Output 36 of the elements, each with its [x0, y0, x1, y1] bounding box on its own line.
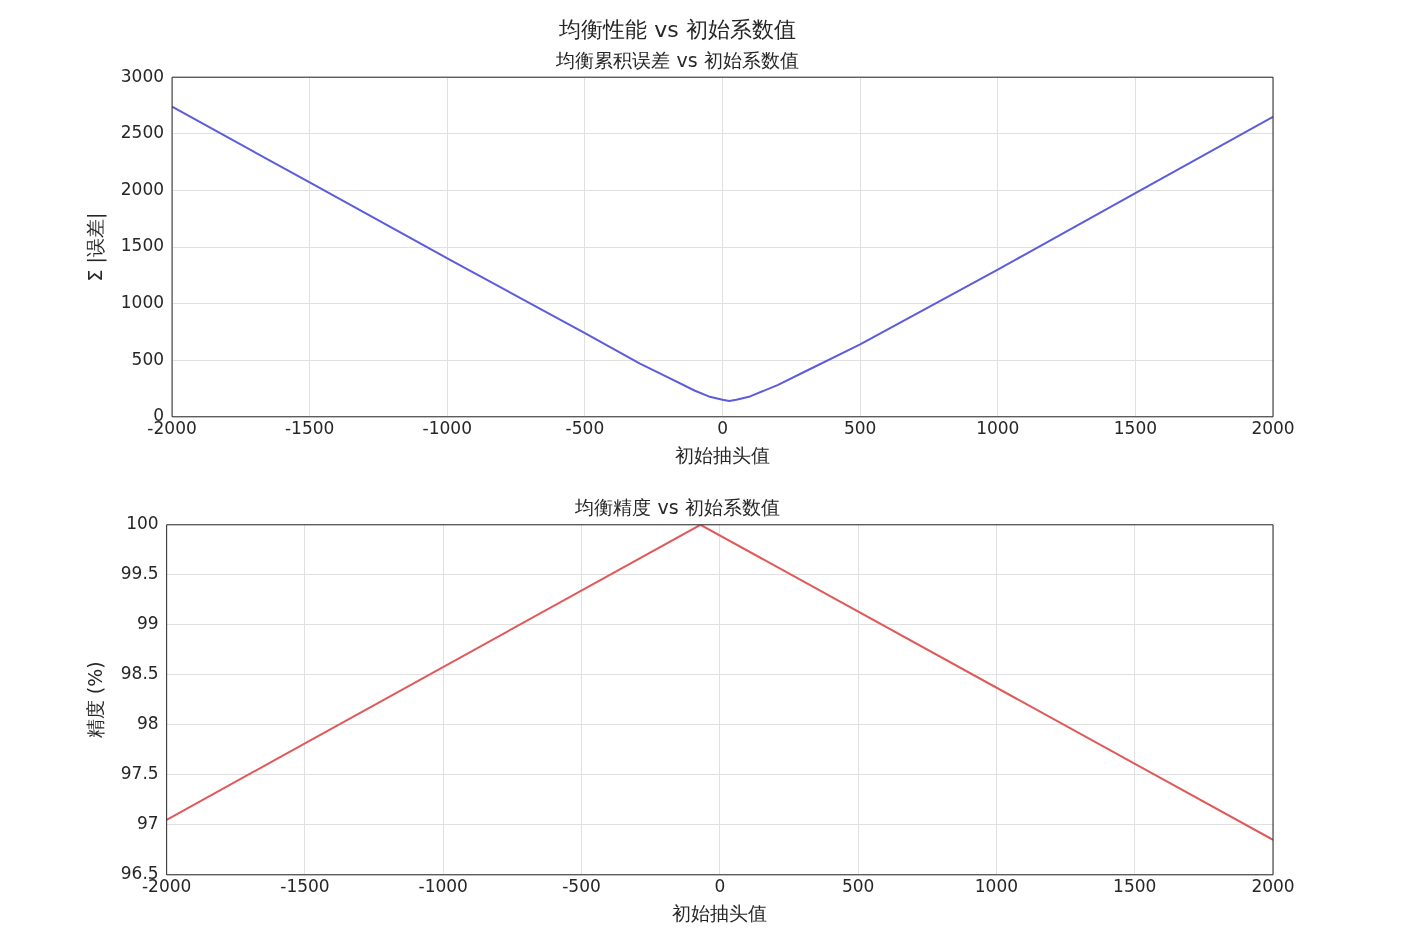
x-tick-label: 500 — [841, 876, 875, 897]
chart-title: 均衡性能 vs 初始系数值 — [558, 16, 796, 42]
x-tick-label: -500 — [565, 418, 605, 439]
y-tick-label: 100 — [126, 513, 159, 534]
x-tick-label: -1500 — [280, 876, 330, 897]
y-tick-label: 2500 — [120, 122, 165, 143]
y-tick-label: 1000 — [120, 292, 165, 313]
x-tick-label: -1000 — [422, 418, 472, 439]
x-tick-label: 1500 — [1113, 876, 1157, 897]
x-tick-label: 500 — [843, 418, 877, 439]
y-tick-label: 98.5 — [120, 663, 159, 684]
y-axis-title: Σ |误差| — [84, 212, 108, 282]
y-tick-label: 500 — [131, 348, 165, 369]
y-tick-label: 99 — [137, 613, 159, 634]
y-tick-label: 99.5 — [120, 563, 159, 584]
chart-title: 均衡精度 vs 初始系数值 — [574, 496, 780, 519]
y-tick-label: 98 — [137, 713, 159, 734]
x-axis-title: 初始抽头值 — [672, 901, 768, 924]
x-tick-label: 0 — [717, 418, 728, 439]
y-tick-label: 3000 — [120, 65, 165, 86]
x-tick-label: -1500 — [284, 418, 335, 439]
chart-subtitle: 均衡累积误差 vs 初始系数值 — [555, 48, 799, 71]
x-tick-label: -500 — [562, 876, 601, 897]
x-tick-label: 2000 — [1251, 418, 1295, 439]
x-tick-label: 0 — [714, 876, 726, 897]
y-axis-title: 精度 (%) — [84, 661, 107, 739]
y-tick-label: 2000 — [120, 178, 165, 199]
y-tick-label: 97 — [137, 813, 159, 834]
x-tick-label: 1000 — [974, 876, 1019, 897]
x-tick-label: 1000 — [976, 418, 1020, 439]
y-tick-label: 97.5 — [120, 763, 159, 784]
x-tick-label: -1000 — [418, 876, 468, 897]
x-tick-label: 1500 — [1113, 418, 1158, 439]
x-axis-title: 初始抽头值 — [675, 443, 771, 466]
x-tick-label: 2000 — [1251, 876, 1295, 897]
y-tick-label: 1500 — [120, 235, 165, 256]
